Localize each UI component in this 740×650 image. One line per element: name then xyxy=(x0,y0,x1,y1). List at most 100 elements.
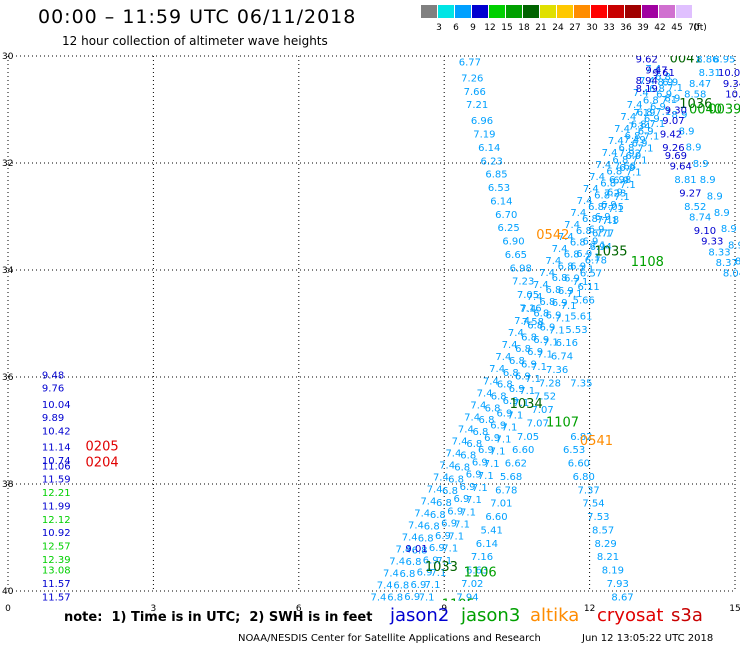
wave-height-label: 13.08 xyxy=(42,566,71,577)
track-point: 7.1 xyxy=(537,350,553,361)
y-tick-label: 38 xyxy=(2,480,14,490)
legend-swatch xyxy=(489,5,505,18)
wave-height-label: 10.19 xyxy=(725,89,740,100)
track-point: 6.9 xyxy=(460,482,476,493)
wave-height-label: 9.62 xyxy=(636,55,658,66)
wave-height-label: 7.18 xyxy=(597,215,619,226)
track-point: 7.4 xyxy=(464,412,480,423)
track-point: 7.1 xyxy=(472,483,488,494)
track-point: 7.4 xyxy=(502,340,518,351)
wave-height-label: 6.14 xyxy=(476,539,498,550)
track-point: 6.9 xyxy=(576,249,592,260)
wave-height-label: 9.61 xyxy=(653,68,675,79)
wave-height-label: 8.19 xyxy=(636,84,658,95)
legend-swatch xyxy=(438,5,454,18)
track-point: 7.1 xyxy=(454,519,470,530)
legend-label: 18 xyxy=(518,23,530,33)
track-point: 7.4 xyxy=(445,448,461,459)
legend-label: 70 xyxy=(688,23,700,33)
track-point: 6.8 xyxy=(582,214,598,225)
track-point: 6.9 xyxy=(533,335,549,346)
track-point: 6.8 xyxy=(491,391,507,402)
wave-height-label: 7.19 xyxy=(633,108,655,119)
track-point: 7.1 xyxy=(567,289,583,300)
track-point: 7.4 xyxy=(383,568,399,579)
footer-timestamp: Jun 12 13:05:22 UTC 2018 xyxy=(582,633,714,644)
track-point: 8.9 xyxy=(714,208,730,219)
track-point: 6.8 xyxy=(424,522,440,533)
legend-swatch xyxy=(625,5,641,18)
pass-time-label: 0542 xyxy=(536,228,569,243)
track-point: 7.1 xyxy=(638,143,654,154)
wave-height-label: 9.48 xyxy=(42,370,64,381)
wave-height-label: 6.14 xyxy=(490,196,512,207)
track-point: 7.4 xyxy=(458,424,474,435)
track-point: 6.9 xyxy=(613,175,629,186)
wave-height-label: 6.77 xyxy=(592,229,614,240)
wave-height-label: 7.28 xyxy=(539,378,561,389)
track-point: 6.8 xyxy=(552,273,568,284)
legend-label: 3 xyxy=(436,23,442,33)
track-point: 7.4 xyxy=(595,160,611,171)
track-point: 7.4 xyxy=(433,472,449,483)
track-point: 6.9 xyxy=(527,347,543,358)
wave-height-label: 6.80 xyxy=(573,472,595,483)
track-point: 8.9 xyxy=(693,159,709,170)
track-point: 7.1 xyxy=(620,180,636,191)
track-point: 6.9 xyxy=(423,555,439,566)
track-point: 7.1 xyxy=(590,240,606,251)
pass-time-label: 1106 xyxy=(464,565,497,580)
wave-height-label: 8.47 xyxy=(689,79,711,90)
wave-height-label: 9.10 xyxy=(694,226,716,237)
track-point: 6.8 xyxy=(521,332,537,343)
legend-swatch xyxy=(472,5,488,18)
legend-label: 9 xyxy=(470,23,476,33)
track-point: 7.1 xyxy=(584,253,600,264)
track-point: 6.8 xyxy=(643,96,659,107)
track-point: 7.1 xyxy=(578,265,594,276)
wave-height-label: 12.57 xyxy=(42,542,71,553)
track-point: 6.8 xyxy=(399,569,415,580)
wave-height-label: 7.26 xyxy=(461,73,483,84)
track-point: 6.9 xyxy=(515,372,531,383)
track-point: 6.8 xyxy=(619,143,635,154)
track-point: 6.9 xyxy=(453,494,469,505)
track-point: 6.8 xyxy=(558,261,574,272)
wave-height-label: 11.06 xyxy=(42,461,71,472)
track-point: 6.8 xyxy=(387,593,403,604)
wave-height-label: 7.68 xyxy=(614,162,636,173)
wave-height-label: 7.35 xyxy=(570,378,592,389)
track-point: 6.8 xyxy=(533,309,549,320)
track-point: 6.9 xyxy=(410,580,426,591)
wave-height-label: 6.63 xyxy=(466,566,488,577)
track-point: 6.9 xyxy=(496,408,512,419)
track-point: 6.8 xyxy=(472,427,488,438)
wave-height-label: 7.02 xyxy=(461,579,483,590)
track-point: 6.8 xyxy=(448,474,464,485)
wave-height-label: 8.52 xyxy=(684,202,706,213)
legend-swatch xyxy=(523,5,539,18)
track-point: 8.9 xyxy=(707,191,723,202)
legend-label: 24 xyxy=(552,23,564,33)
wave-height-label: 6.85 xyxy=(485,170,507,181)
wave-height-label: 5.68 xyxy=(500,472,522,483)
track-point: 8.9 xyxy=(728,240,740,251)
track-point: 7.1 xyxy=(561,301,577,312)
wave-height-label: 9.47 xyxy=(645,65,667,76)
wave-height-label: 7.21 xyxy=(466,100,488,111)
wave-height-label: 8.33 xyxy=(708,247,730,258)
track-point: 6.8 xyxy=(564,250,580,261)
track-point: 7.4 xyxy=(633,88,649,99)
pass-time-label: 0039 xyxy=(708,103,740,118)
track-point: 6.9 xyxy=(564,274,580,285)
wave-height-label: 10.92 xyxy=(42,528,71,539)
track-point: 7.1 xyxy=(490,447,506,458)
wave-height-label: 9.01 xyxy=(405,544,427,555)
legend-unit: (ft) xyxy=(693,23,707,33)
legend-label: 33 xyxy=(603,23,615,33)
track-point: 7.4 xyxy=(408,520,424,531)
track-point: 8.9 xyxy=(657,77,673,88)
wave-height-label: 8.67 xyxy=(611,592,633,603)
wave-height-label: 6.65 xyxy=(505,250,527,261)
notes-text: note: 1) Time is in UTC; 2) SWH is in fe… xyxy=(64,610,373,625)
